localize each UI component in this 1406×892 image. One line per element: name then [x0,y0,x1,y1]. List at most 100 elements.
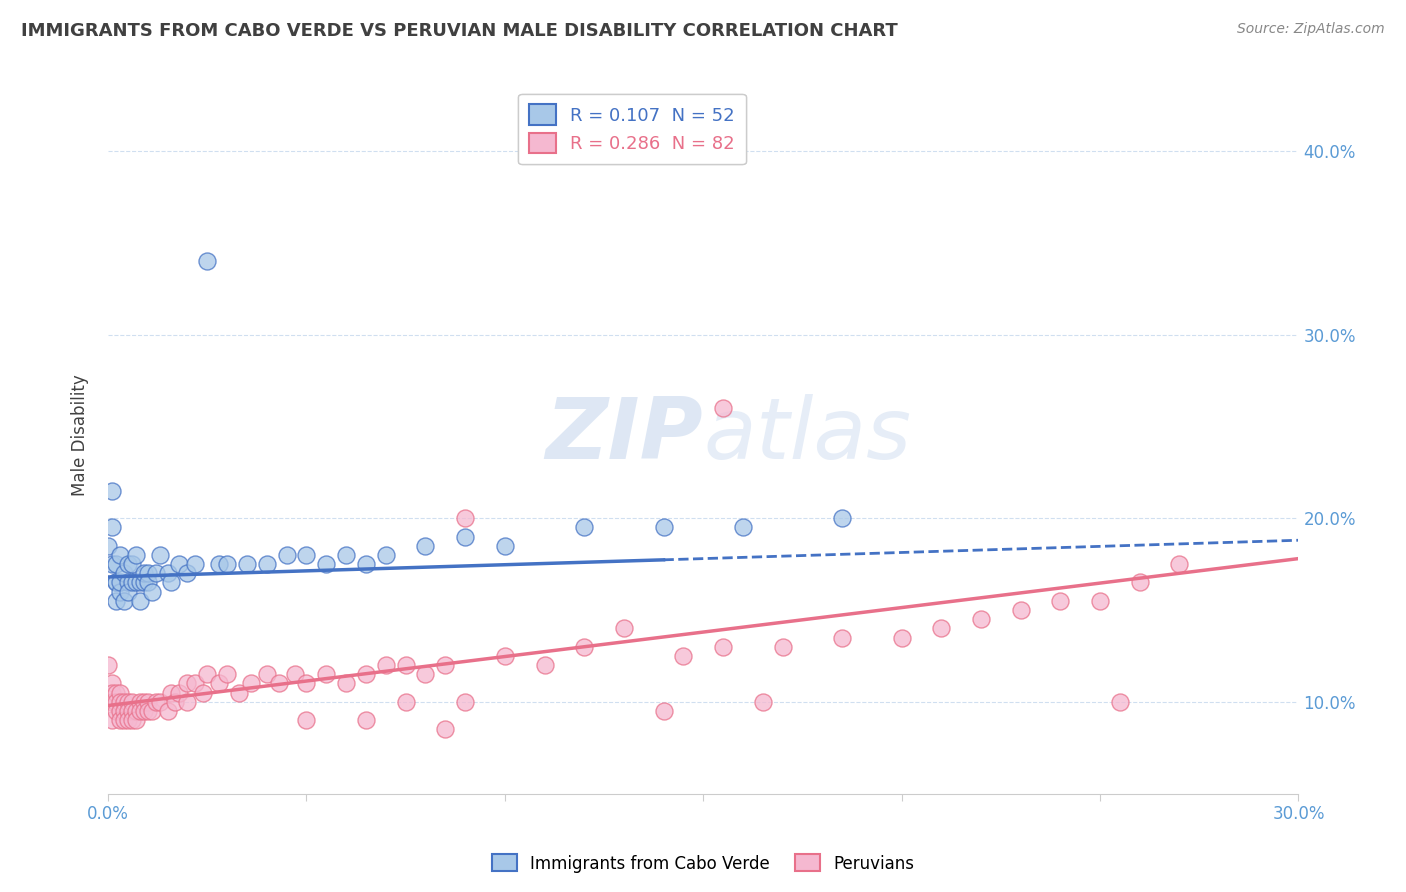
Point [276,548,298,562]
Point [101,483,124,498]
Point [494,648,516,663]
Point [970,612,993,626]
Point [374,548,396,562]
Legend: Immigrants from Cabo Verde, Peruvians: Immigrants from Cabo Verde, Peruvians [485,847,921,880]
Point [652,704,675,718]
Point [125,713,148,727]
Text: IMMIGRANTS FROM CABO VERDE VS PERUVIAN MALE DISABILITY CORRELATION CHART: IMMIGRANTS FROM CABO VERDE VS PERUVIAN M… [21,22,898,40]
Point [121,704,143,718]
Point [117,695,139,709]
Point [415,667,437,681]
Text: Source: ZipAtlas.com: Source: ZipAtlas.com [1237,22,1385,37]
Point [101,676,124,690]
Point [256,667,278,681]
Point [132,575,155,590]
Point [121,695,143,709]
Point [176,676,198,690]
Point [125,704,148,718]
Point [112,713,135,727]
Point [494,539,516,553]
Point [215,557,238,571]
Point [117,575,139,590]
Point [97,539,120,553]
Point [454,530,477,544]
Point [176,695,198,709]
Point [208,557,231,571]
Point [104,695,127,709]
Point [434,658,457,673]
Point [104,686,127,700]
Point [335,676,357,690]
Point [136,566,159,581]
Point [672,648,695,663]
Point [104,704,127,718]
Point [141,584,163,599]
Point [572,640,595,654]
Point [572,520,595,534]
Point [101,695,124,709]
Point [256,557,278,571]
Point [931,621,953,635]
Point [169,686,191,700]
Point [97,658,120,673]
Point [108,695,131,709]
Point [125,548,148,562]
Point [112,695,135,709]
Point [104,594,127,608]
Point [117,704,139,718]
Point [454,511,477,525]
Point [731,520,754,534]
Point [652,520,675,534]
Point [374,658,396,673]
Text: ZIP: ZIP [546,394,703,477]
Point [160,686,183,700]
Point [176,566,198,581]
Point [295,713,318,727]
Point [148,695,170,709]
Point [1109,695,1132,709]
Point [121,557,143,571]
Point [136,695,159,709]
Point [215,667,238,681]
Point [295,548,318,562]
Point [193,686,215,700]
Point [160,575,183,590]
Point [141,704,163,718]
Point [117,557,139,571]
Point [711,640,734,654]
Point [169,557,191,571]
Point [752,695,775,709]
Point [108,575,131,590]
Point [1168,557,1191,571]
Text: atlas: atlas [703,394,911,477]
Point [108,548,131,562]
Point [831,631,853,645]
Point [533,658,555,673]
Point [239,676,262,690]
Point [132,704,155,718]
Y-axis label: Male Disability: Male Disability [72,375,89,497]
Point [315,557,337,571]
Point [108,704,131,718]
Point [108,584,131,599]
Point [354,557,377,571]
Point [125,575,148,590]
Point [184,557,207,571]
Point [156,704,179,718]
Point [1088,594,1111,608]
Point [267,676,290,690]
Point [104,575,127,590]
Point [101,686,124,700]
Point [208,676,231,690]
Point [434,723,457,737]
Point [104,557,127,571]
Point [112,594,135,608]
Point [108,686,131,700]
Point [184,676,207,690]
Point [112,566,135,581]
Point [195,254,218,268]
Point [613,621,636,635]
Point [890,631,912,645]
Point [1129,575,1152,590]
Point [112,704,135,718]
